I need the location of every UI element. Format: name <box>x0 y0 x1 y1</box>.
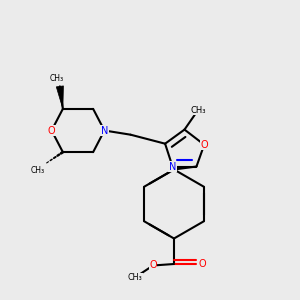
Text: O: O <box>200 140 208 150</box>
Text: CH₃: CH₃ <box>50 74 64 83</box>
Text: O: O <box>48 125 56 136</box>
Text: CH₃: CH₃ <box>30 166 44 175</box>
Text: N: N <box>101 125 108 136</box>
Text: N: N <box>169 161 176 172</box>
Text: CH₃: CH₃ <box>190 106 206 115</box>
Text: O: O <box>149 260 157 271</box>
Text: CH₃: CH₃ <box>128 273 142 282</box>
Polygon shape <box>56 86 63 109</box>
Text: O: O <box>198 259 206 269</box>
